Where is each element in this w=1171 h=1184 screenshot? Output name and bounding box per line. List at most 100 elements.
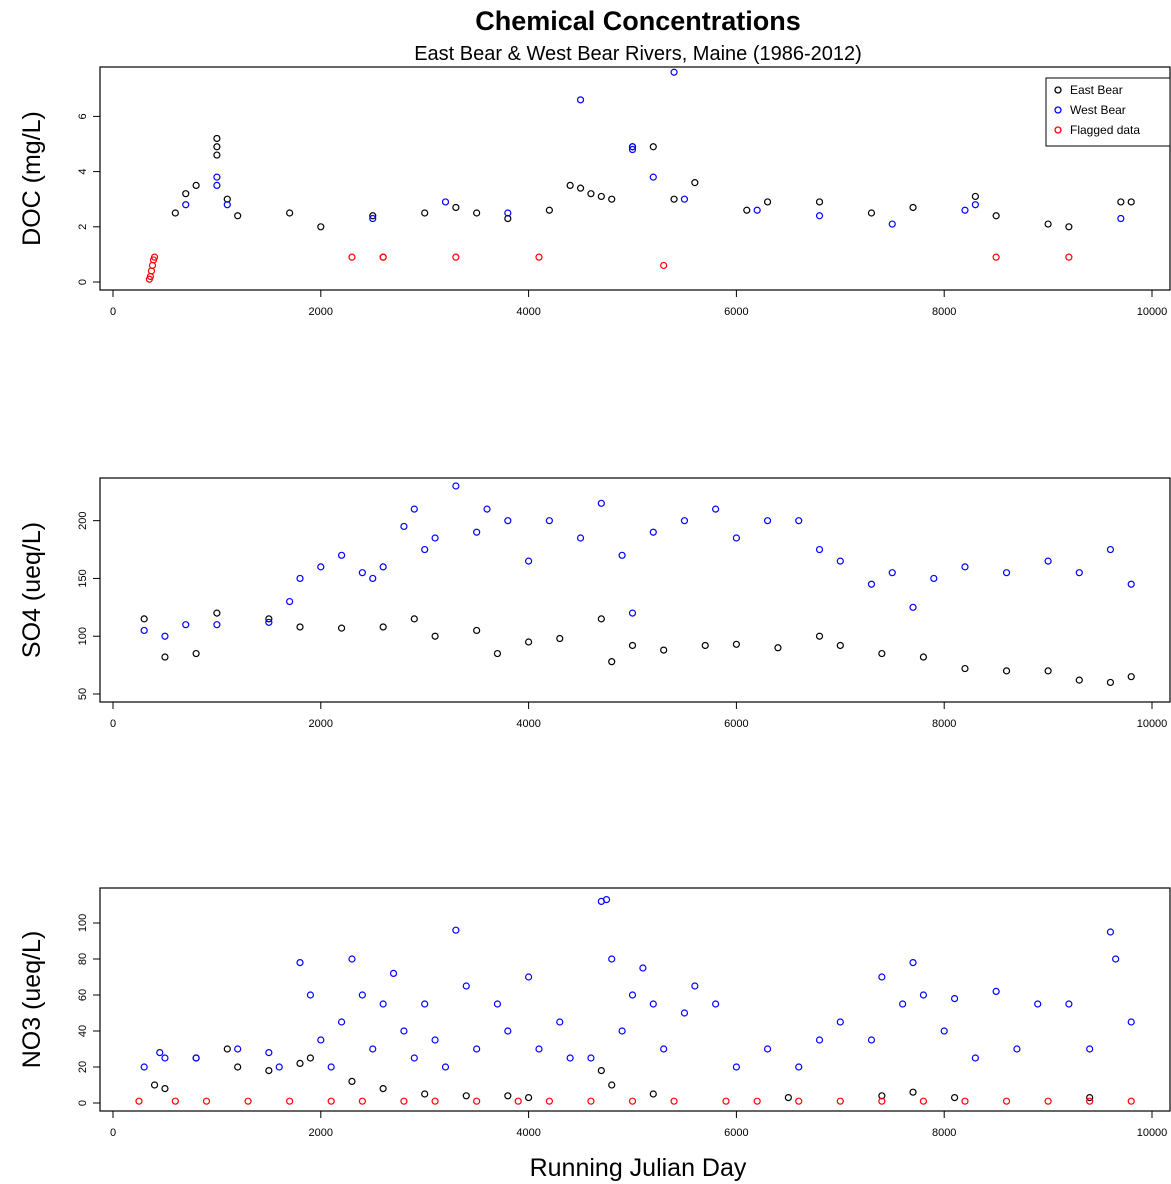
data-point xyxy=(156,1048,164,1057)
y-tick-label: 100 xyxy=(77,914,89,932)
data-point xyxy=(878,1097,886,1105)
x-tick-label: 2000 xyxy=(309,306,333,318)
data-point xyxy=(161,653,169,661)
x-tick-label: 6000 xyxy=(724,718,748,730)
data-point xyxy=(524,557,533,565)
data-point xyxy=(1112,955,1120,963)
data-point xyxy=(940,1027,948,1035)
data-point xyxy=(213,173,221,181)
x-tick-label: 6000 xyxy=(724,306,748,318)
data-point xyxy=(504,1092,512,1100)
x-tick-label: 10000 xyxy=(1137,1127,1168,1139)
data-point xyxy=(670,195,678,203)
data-point xyxy=(628,1097,637,1105)
data-point xyxy=(649,173,657,181)
y-tick-label: 50 xyxy=(77,688,89,700)
data-point xyxy=(680,195,689,203)
legend-marker xyxy=(1054,126,1062,134)
data-point xyxy=(473,209,481,217)
y-tick-label: 6 xyxy=(77,113,89,119)
y-tick-label: 80 xyxy=(77,953,89,965)
data-point xyxy=(213,134,221,143)
y-axis-label: NO3 (ueq/L) xyxy=(18,931,46,1069)
data-point xyxy=(597,1066,605,1075)
data-point xyxy=(286,209,294,217)
data-point xyxy=(535,253,543,261)
data-point xyxy=(379,1000,387,1008)
data-point xyxy=(192,1054,200,1062)
data-point xyxy=(1065,1000,1073,1008)
data-point xyxy=(815,212,824,220)
data-point xyxy=(150,1081,159,1089)
data-point xyxy=(608,955,616,963)
x-tick-label: 0 xyxy=(110,306,116,318)
data-point xyxy=(602,895,611,904)
data-point xyxy=(223,201,231,209)
data-point xyxy=(545,206,553,214)
data-point xyxy=(867,580,876,588)
data-point xyxy=(202,1097,211,1105)
data-point xyxy=(504,517,512,525)
data-point xyxy=(587,1054,595,1062)
legend-label: East Bear xyxy=(1070,83,1123,97)
data-point xyxy=(1127,198,1135,206)
data-point xyxy=(452,926,460,934)
data-point xyxy=(649,1090,657,1098)
data-point xyxy=(161,1054,169,1062)
data-point xyxy=(192,649,200,658)
data-point xyxy=(1117,214,1125,223)
data-point xyxy=(161,632,169,640)
data-point xyxy=(473,626,481,635)
data-point xyxy=(992,212,1000,220)
plot-frame xyxy=(99,477,1171,703)
data-point xyxy=(670,68,678,76)
y-axis-label: SO4 (ueq/L) xyxy=(18,522,46,658)
data-point xyxy=(1075,569,1083,577)
data-point xyxy=(992,987,1000,996)
data-point xyxy=(649,528,657,536)
data-point xyxy=(1013,1045,1021,1053)
data-point xyxy=(608,658,616,666)
plot-frame xyxy=(99,66,1171,291)
data-point xyxy=(369,1045,377,1053)
data-point xyxy=(545,1097,553,1105)
y-tick-label: 40 xyxy=(77,1025,89,1037)
data-point xyxy=(317,223,325,231)
data-point xyxy=(327,1063,335,1071)
data-point xyxy=(410,505,418,513)
y-tick-label: 60 xyxy=(77,989,89,1001)
data-point xyxy=(712,1000,720,1008)
data-point xyxy=(317,563,325,571)
data-point xyxy=(171,209,179,217)
data-point xyxy=(234,1063,242,1071)
data-point xyxy=(524,1093,533,1102)
data-point xyxy=(919,653,928,661)
data-point xyxy=(909,603,917,611)
data-point xyxy=(1086,1045,1094,1053)
data-point xyxy=(400,1097,408,1105)
data-point xyxy=(597,192,605,201)
x-tick-label: 4000 xyxy=(516,306,540,318)
plot-frame xyxy=(99,887,1171,1112)
data-point xyxy=(763,1045,772,1053)
data-point xyxy=(608,1081,616,1089)
data-point xyxy=(971,192,979,201)
data-point xyxy=(535,1045,543,1053)
data-point xyxy=(660,646,668,654)
x-tick-label: 0 xyxy=(110,718,116,730)
data-point xyxy=(732,1063,741,1071)
data-point xyxy=(815,545,824,554)
data-point xyxy=(504,209,512,217)
data-point xyxy=(628,143,637,151)
data-point xyxy=(1075,676,1083,684)
x-axis-label: Running Julian Day xyxy=(530,1154,747,1182)
data-point xyxy=(337,624,346,632)
data-point xyxy=(628,991,637,999)
doc-panel: 0 2000 4000 6000 8000 10000 0 2 4 6 DOC (mg/L) xyxy=(18,66,1171,318)
data-point xyxy=(389,969,398,978)
data-point xyxy=(431,1097,439,1105)
legend-marker xyxy=(1054,86,1062,94)
data-point xyxy=(161,1084,169,1093)
data-point xyxy=(1065,253,1073,261)
data-point xyxy=(888,569,896,577)
